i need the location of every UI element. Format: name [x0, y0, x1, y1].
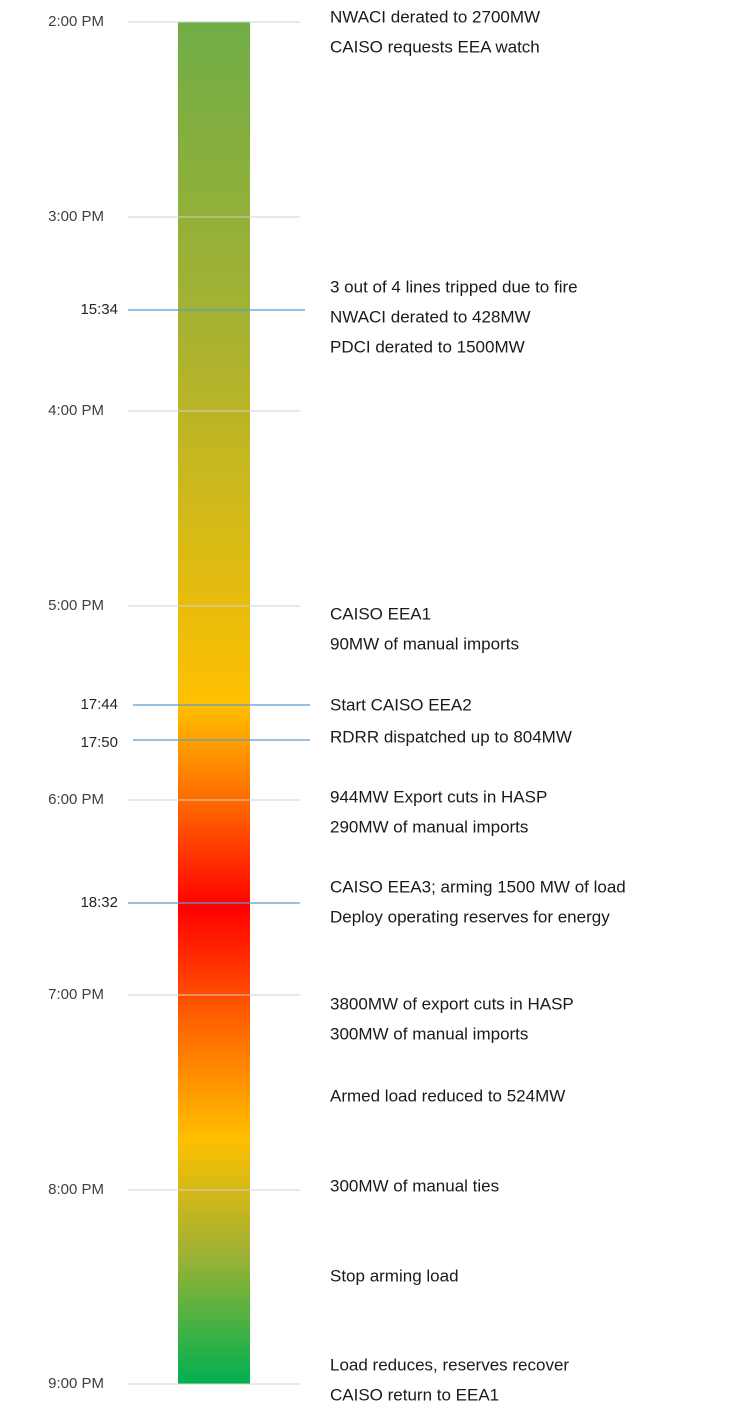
marker-label: 18:32 — [80, 894, 118, 911]
hour-label: 8:00 PM — [48, 1181, 104, 1198]
marker-label: 17:44 — [80, 696, 118, 713]
status-bar — [178, 22, 250, 1384]
event-text: 300MW of manual imports — [330, 1024, 528, 1043]
hour-label: 5:00 PM — [48, 597, 104, 614]
event-text: CAISO requests EEA watch — [330, 37, 540, 56]
event-text: Deploy operating reserves for energy — [330, 907, 610, 926]
hour-label: 2:00 PM — [48, 13, 104, 30]
event-text: 290MW of manual imports — [330, 817, 528, 836]
event-text: 944MW Export cuts in HASP — [330, 787, 547, 806]
event-text: Load reduces, reserves recover — [330, 1355, 569, 1374]
marker-label: 17:50 — [80, 734, 118, 751]
hour-label: 7:00 PM — [48, 986, 104, 1003]
hour-label: 4:00 PM — [48, 402, 104, 419]
hour-label: 3:00 PM — [48, 208, 104, 225]
event-text: PDCI derated to 1500MW — [330, 337, 525, 356]
hour-label: 6:00 PM — [48, 791, 104, 808]
event-text: Stop arming load — [330, 1266, 459, 1285]
event-text: RDRR dispatched up to 804MW — [330, 727, 572, 746]
event-text: Armed load reduced to 524MW — [330, 1086, 565, 1105]
event-text: NWACI derated to 2700MW — [330, 7, 540, 26]
event-text: 90MW of manual imports — [330, 634, 519, 653]
event-text: 300MW of manual ties — [330, 1176, 499, 1195]
event-text: NWACI derated to 428MW — [330, 307, 531, 326]
marker-label: 15:34 — [80, 301, 118, 318]
event-text: CAISO EEA1 — [330, 604, 431, 623]
event-text: 3800MW of export cuts in HASP — [330, 994, 574, 1013]
event-text: CAISO EEA3; arming 1500 MW of load — [330, 877, 626, 896]
event-text: 3 out of 4 lines tripped due to fire — [330, 277, 578, 296]
event-text: CAISO return to EEA1 — [330, 1385, 499, 1404]
event-text: Start CAISO EEA2 — [330, 695, 472, 714]
hour-label: 9:00 PM — [48, 1375, 104, 1392]
